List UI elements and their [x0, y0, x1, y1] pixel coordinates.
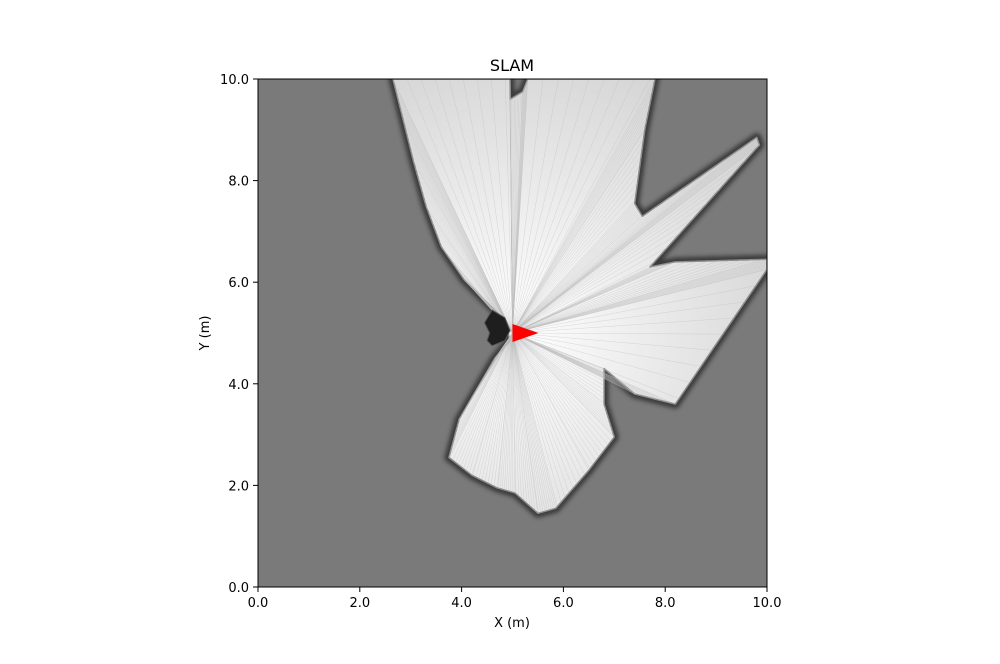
- y-tick-label: 4.0: [228, 378, 249, 393]
- y-tick-label: 10.0: [220, 73, 249, 88]
- x-tick-label: 0.0: [248, 596, 269, 611]
- x-tick-label: 6.0: [553, 596, 574, 611]
- x-axis-label: X (m): [494, 616, 530, 631]
- y-tick-label: 6.0: [228, 276, 249, 291]
- chart-title: SLAM: [490, 56, 534, 75]
- y-tick-label: 2.0: [228, 479, 249, 494]
- y-tick-label: 8.0: [228, 175, 249, 190]
- y-tick-label: 0.0: [228, 581, 249, 596]
- x-tick-label: 4.0: [451, 596, 472, 611]
- y-axis-label: Y (m): [198, 316, 213, 352]
- y-ticks: 0.0 2.0 4.0 6.0 8.0 10.0: [220, 73, 258, 596]
- x-tick-label: 10.0: [753, 596, 782, 611]
- axes-area: [258, 79, 767, 587]
- x-tick-label: 8.0: [655, 596, 676, 611]
- x-ticks: 0.0 2.0 4.0 6.0 8.0 10.0: [248, 587, 782, 611]
- x-tick-label: 2.0: [349, 596, 370, 611]
